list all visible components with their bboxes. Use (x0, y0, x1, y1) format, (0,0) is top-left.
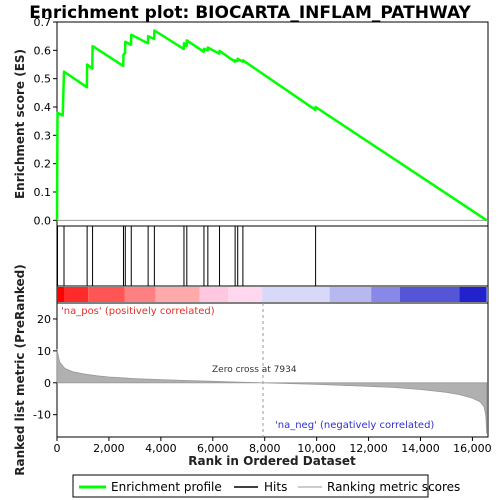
es-y-tick-label: 0.7 (34, 16, 52, 29)
metric-panel-frame (56, 302, 489, 438)
es-y-tick-label: 0.4 (34, 101, 52, 114)
x-tick-label: 12,000 (349, 442, 388, 455)
es-y-tick-label: 0.5 (34, 73, 52, 86)
es-y-tick-label: 0.1 (34, 186, 52, 199)
chart-title: Enrichment plot: BIOCARTA_INFLAM_PATHWAY (29, 3, 471, 23)
x-tick-label: 0 (54, 442, 61, 455)
es-y-tick-label: 0.3 (34, 129, 52, 142)
metric-y-tick-label: 10 (37, 345, 51, 358)
x-tick-label: 8,000 (249, 442, 281, 455)
color-bar-segment (155, 287, 200, 302)
metric-y-axis-label: Ranked list metric (PreRanked) (13, 264, 27, 476)
hits-panel (56, 225, 489, 287)
legend: Enrichment profile Hits Ranking metric s… (72, 474, 460, 498)
legend-ranking-label: Ranking metric scores (327, 480, 460, 494)
legend-frame (72, 474, 429, 498)
enrichment-profile-series (55, 29, 488, 222)
color-bar-segment (199, 287, 229, 302)
es-y-tick-label: 0.0 (34, 214, 52, 227)
color-bar-segment (329, 287, 372, 302)
es-panel-frame (56, 21, 489, 227)
es-y-axis: 0.0 0.1 0.2 0.3 0.4 0.5 0.6 0.7 (34, 16, 57, 227)
ranking-metric-area (56, 349, 488, 434)
metric-y-tick-label: -10 (33, 409, 51, 422)
x-tick-label: 14,000 (401, 442, 440, 455)
hits-panel-frame (56, 225, 489, 287)
color-bar-segments (57, 287, 487, 302)
color-bar-segment (399, 287, 460, 302)
es-y-axis-label: Enrichment score (ES) (13, 49, 27, 199)
x-tick-label: 6,000 (197, 442, 229, 455)
color-bar-segment (64, 287, 89, 302)
metric-panel: 20 10 0 -10 0 2,000 4,000 6,000 8,000 10,000 12,0… (13, 264, 492, 476)
enrichment-profile-line (55, 29, 488, 222)
color-bar-segment (228, 287, 263, 302)
x-tick-label: 10,000 (297, 442, 336, 455)
metric-y-tick-label: 0 (44, 377, 51, 390)
color-bar-segment (124, 287, 156, 302)
zero-cross-label: Zero cross at 7934 (212, 365, 297, 375)
color-bar (56, 285, 489, 304)
color-bar-segment (88, 287, 125, 302)
metric-y-axis: 20 10 0 -10 (33, 313, 57, 422)
es-y-tick-label: 0.6 (34, 44, 52, 57)
color-bar-segment (57, 287, 65, 302)
color-bar-segment (371, 287, 400, 302)
negative-correlation-label: 'na_neg' (negatively correlated) (275, 420, 434, 431)
color-bar-segment (459, 287, 487, 302)
x-tick-label: 2,000 (93, 442, 125, 455)
positive-correlation-label: 'na_pos' (positively correlated) (61, 306, 215, 317)
x-axis: 0 2,000 4,000 6,000 8,000 10,000 12,000 14,000 1… (54, 437, 492, 455)
ranking-metric-series (56, 349, 488, 434)
color-bar-segment (262, 287, 330, 302)
legend-hits-label: Hits (264, 480, 287, 494)
legend-enrichment-label: Enrichment profile (111, 480, 222, 494)
x-axis-label: Rank in Ordered Dataset (188, 454, 356, 468)
x-tick-label: 16,000 (453, 442, 492, 455)
hit-markers (57, 226, 317, 286)
metric-y-tick-label: 20 (37, 313, 51, 326)
es-panel: 0.0 0.1 0.2 0.3 0.4 0.5 0.6 0.7 Enrichment scor… (13, 16, 489, 227)
es-y-tick-label: 0.2 (34, 158, 52, 171)
x-tick-label: 4,000 (145, 442, 177, 455)
